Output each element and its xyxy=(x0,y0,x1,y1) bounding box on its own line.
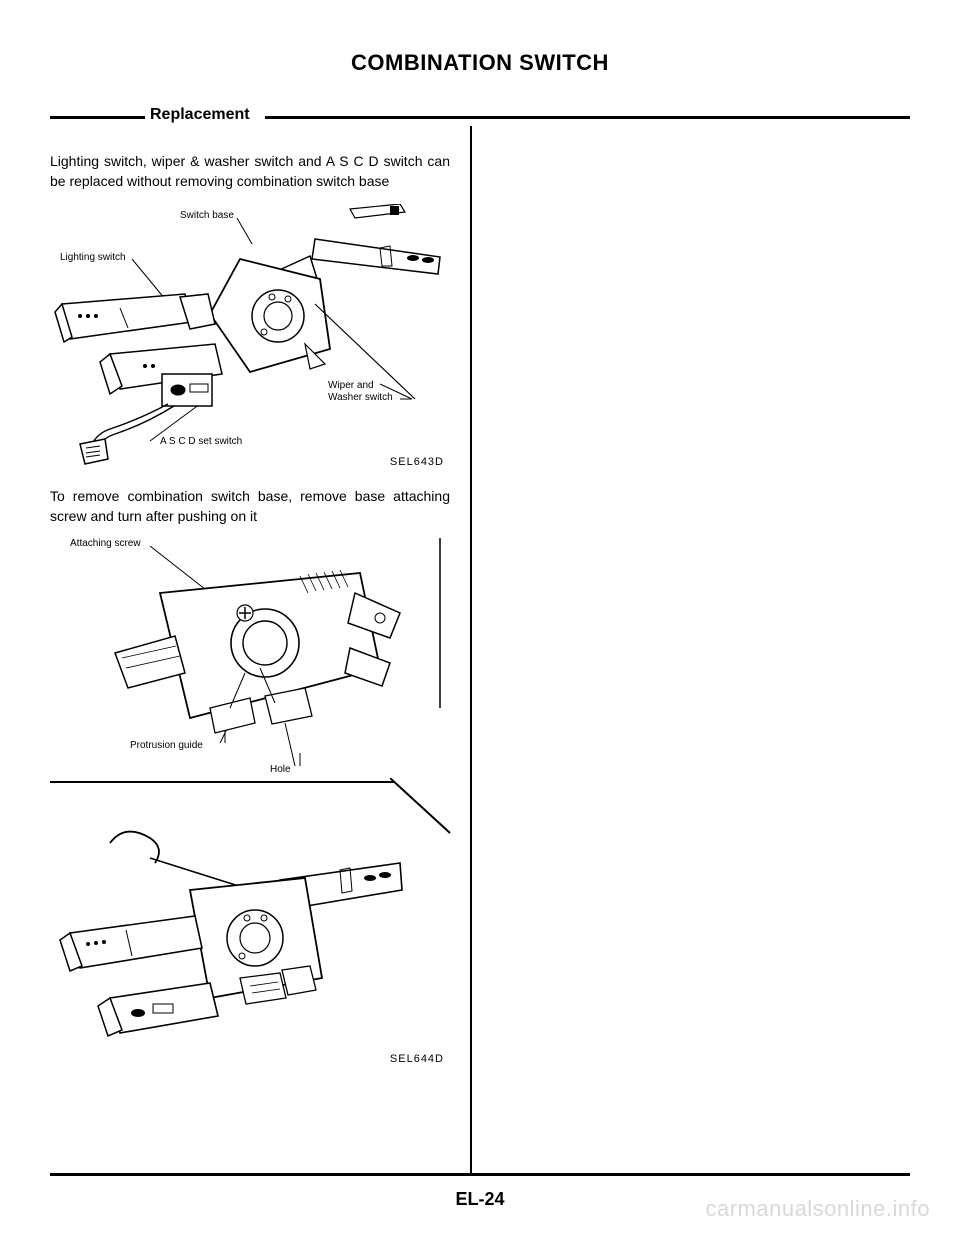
figure-3: SEL644D xyxy=(50,818,450,1068)
label-ascd: A S C D set switch xyxy=(160,436,242,447)
vertical-divider xyxy=(470,126,472,1176)
figure-1-svg xyxy=(50,204,450,474)
label-protrusion-guide: Protrusion guide xyxy=(130,740,203,751)
label-hole: Hole xyxy=(270,764,291,775)
section-label: Replacement xyxy=(150,106,250,124)
figure-1: Switch base Lighting switch Wiper and Wa… xyxy=(50,204,450,474)
bottom-rule xyxy=(50,1173,910,1176)
label-lighting-switch: Lighting switch xyxy=(60,252,126,263)
section-header: Replacement xyxy=(50,106,910,126)
rule-right xyxy=(265,116,910,119)
label-washer-switch: Washer switch xyxy=(328,392,393,403)
figure-2-divider xyxy=(50,781,395,783)
figure-3-svg xyxy=(50,818,450,1053)
rule-left xyxy=(50,116,145,119)
label-attaching-screw: Attaching screw xyxy=(70,538,141,549)
figure-2-svg xyxy=(50,538,450,778)
figure-1-id: SEL643D xyxy=(390,456,444,468)
figure-3-id: SEL644D xyxy=(390,1053,444,1065)
paragraph-1: Lighting switch, wiper & washer switch a… xyxy=(50,151,450,192)
label-switch-base: Switch base xyxy=(180,210,234,221)
label-wiper-and: Wiper and xyxy=(328,380,374,391)
page-title: COMBINATION SWITCH xyxy=(0,0,960,96)
paragraph-2: To remove combination switch base, remov… xyxy=(50,486,450,527)
left-column: Lighting switch, wiper & washer switch a… xyxy=(50,151,450,1068)
watermark: carmanualsonline.info xyxy=(705,1196,930,1222)
content-frame: Lighting switch, wiper & washer switch a… xyxy=(50,126,910,1176)
figure-2: Attaching screw Protrusion guide Hole xyxy=(50,538,450,778)
